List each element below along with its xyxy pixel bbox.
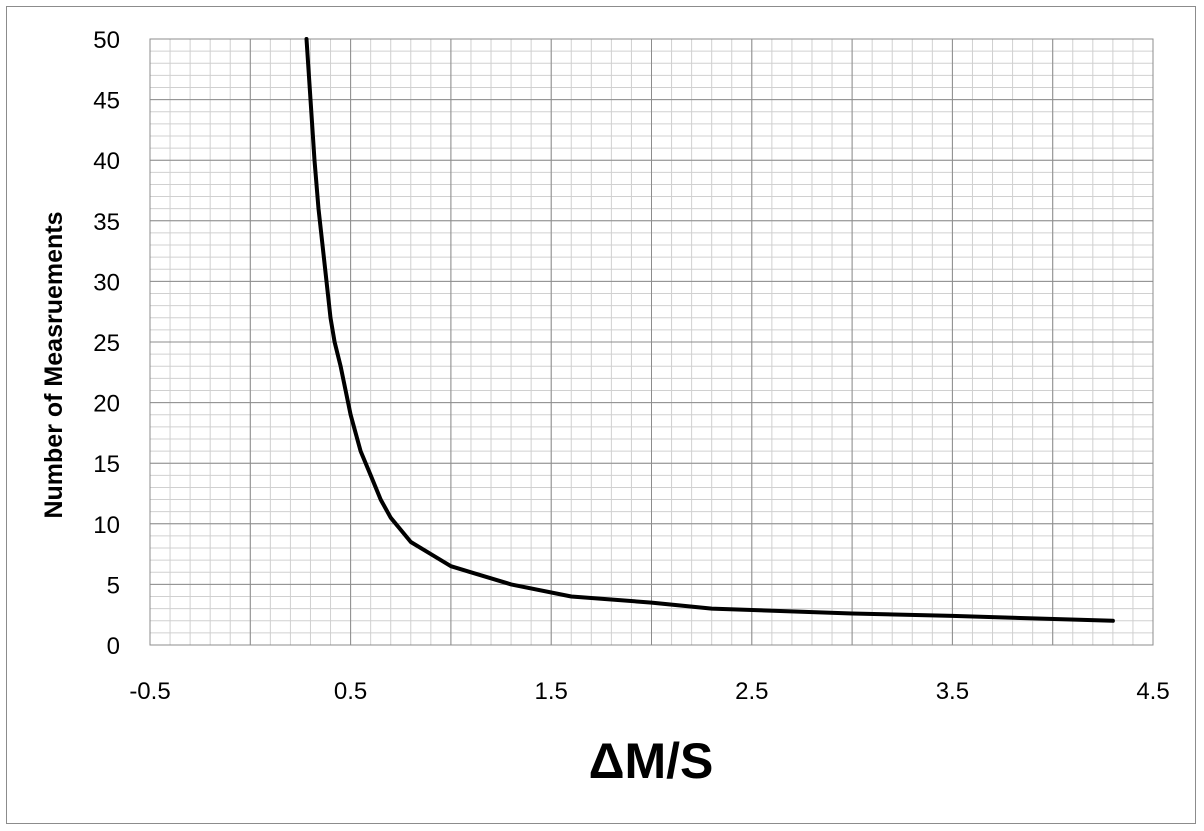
y-tick-label: 15 (93, 451, 120, 478)
major-gridlines (149, 38, 1154, 646)
y-tick-label: 5 (107, 572, 120, 599)
y-axis-label: Number of Measruements (40, 211, 68, 518)
x-axis-ticks: -0.5 0.5 1.5 2.5 3.5 4.5 (129, 678, 1169, 705)
y-tick-label: 45 (93, 88, 120, 115)
x-tick-label: 0.5 (334, 678, 367, 705)
plot-area (149, 38, 1154, 646)
y-tick-label: 25 (93, 330, 120, 357)
x-tick-label: -0.5 (129, 678, 170, 705)
x-tick-label: 3.5 (936, 678, 969, 705)
y-axis-ticks: 0 5 10 15 20 25 30 35 40 45 50 (93, 27, 120, 660)
x-axis-label: ΔM/S (589, 733, 714, 789)
y-tick-label: 50 (93, 27, 120, 54)
y-tick-label: 35 (93, 209, 120, 236)
x-tick-label: 1.5 (535, 678, 568, 705)
series-line (304, 37, 1115, 623)
y-tick-label: 30 (93, 269, 120, 296)
y-tick-label: 40 (93, 148, 120, 175)
y-tick-label: 20 (93, 391, 120, 418)
y-tick-label: 10 (93, 512, 120, 539)
x-tick-label: 2.5 (735, 678, 768, 705)
y-tick-label: 0 (107, 633, 120, 660)
x-tick-label: 4.5 (1136, 678, 1169, 705)
series-layer (304, 37, 1115, 623)
